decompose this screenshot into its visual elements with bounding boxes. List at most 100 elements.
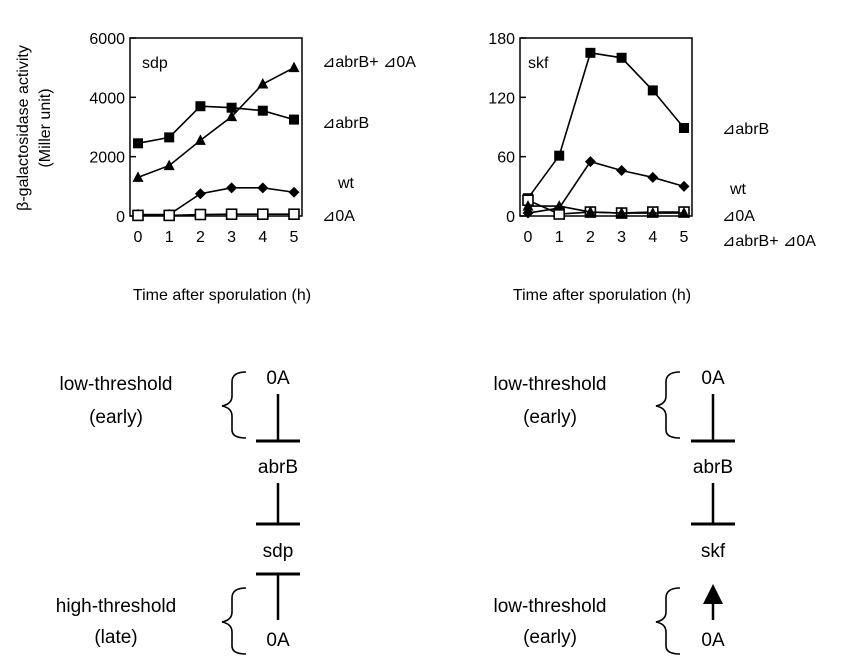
sdp-series-1-point <box>195 101 206 112</box>
sdp-series-3-point <box>225 208 238 221</box>
sdp-series-2-line <box>138 187 295 216</box>
sdp-plot-frame <box>129 37 303 217</box>
skf-node-bottom: 0A <box>701 630 725 651</box>
skf-series-0-point <box>554 150 565 161</box>
sdp-top-brace-label-2: (early) <box>89 407 143 428</box>
skf-xtick-label: 2 <box>586 229 595 246</box>
skf-ytick-label: 180 <box>488 31 515 48</box>
skf-top-brace <box>655 371 681 439</box>
sdp-series-0-point <box>257 77 269 89</box>
sdp-series-0-point <box>226 110 238 122</box>
sdp-node-top: 0A <box>266 368 290 389</box>
sdp-xtick-label: 2 <box>196 229 205 246</box>
sdp-series-1-point <box>289 114 299 125</box>
skf-series-1-point <box>647 171 659 183</box>
sdp-series-3-point <box>288 208 300 221</box>
skf-top-brace-label-1: low-threshold <box>494 374 607 395</box>
sdp-regulation-diagram: low-threshold (early) 0A abrB sdp high-t… <box>56 368 300 655</box>
skf-series-0-point <box>616 52 627 63</box>
sdp-series-0-point <box>132 171 144 182</box>
ylabel-line2: (Miller unit) <box>37 88 54 167</box>
sdp-series-0-point <box>288 61 300 73</box>
sdp-xtick-label: 5 <box>290 229 299 246</box>
skf-xtick-label: 0 <box>524 229 533 246</box>
sdp-ytick-label: 0 <box>116 209 125 226</box>
sdp-xtick-label: 0 <box>134 229 143 246</box>
skf-series-0-line <box>527 51 685 199</box>
skf-ytick-label: 60 <box>497 150 515 167</box>
skf-series-3-line <box>528 205 684 214</box>
skf-legend-wt: wt <box>729 181 747 198</box>
sdp-series-2-point <box>226 182 238 194</box>
skf-xlabel: Time after sporulation (h) <box>513 287 691 304</box>
skf-ytick-label: 0 <box>506 209 515 226</box>
skf-activation-arrowhead <box>703 584 723 604</box>
skf-panel-label: skf <box>528 55 549 72</box>
skf-node-mid: abrB <box>693 457 733 478</box>
skf-node-target: skf <box>701 541 726 562</box>
sdp-legend-abrB-0A: ⊿abrB+ ⊿0A <box>322 54 416 71</box>
sdp-bottom-brace-label-2: (late) <box>94 627 137 648</box>
skf-chart: skf Time after sporulation (h) 060120180… <box>488 31 816 304</box>
sdp-bottom-brace-label-1: high-threshold <box>56 596 176 617</box>
sdp-series-0-point <box>194 134 206 145</box>
sdp-series-0-point <box>163 159 175 171</box>
sdp-top-brace-label-1: low-threshold <box>60 374 173 395</box>
sdp-top-brace <box>221 371 247 439</box>
skf-ytick-label: 120 <box>488 90 515 107</box>
skf-xtick-label: 1 <box>555 229 564 246</box>
sdp-xlabel: Time after sporulation (h) <box>133 287 311 304</box>
skf-series-3-point <box>678 207 690 218</box>
sdp-xtick-label: 4 <box>258 229 267 246</box>
skf-bottom-brace <box>655 587 681 655</box>
skf-series-1-point <box>584 156 596 168</box>
sdp-legend-0A: ⊿0A <box>322 208 355 225</box>
sdp-xtick-label: 1 <box>165 229 174 246</box>
sdp-legend-wt: wt <box>337 175 355 192</box>
sdp-node-target: sdp <box>263 541 294 562</box>
sdp-series-1-line <box>137 105 295 145</box>
ylabel-line1: β-galactosidase activity <box>15 45 32 211</box>
sdp-series-3-point <box>194 208 207 221</box>
skf-series-0-point <box>647 85 658 96</box>
skf-regulation-diagram: low-threshold (early) 0A abrB skf low-th… <box>494 368 735 655</box>
skf-series-3-point <box>616 207 628 218</box>
sdp-series-2-point <box>194 188 206 200</box>
sdp-xtick-label: 3 <box>227 229 236 246</box>
skf-node-top: 0A <box>701 368 725 389</box>
sdp-series-3-point <box>256 208 269 221</box>
sdp-node-bottom: 0A <box>266 630 290 651</box>
sdp-ytick-label: 2000 <box>89 150 125 167</box>
skf-xtick-label: 5 <box>680 229 689 246</box>
skf-series-3-point <box>647 207 659 218</box>
sdp-panel-label: sdp <box>142 55 168 72</box>
sdp-ytick-label: 4000 <box>89 90 125 107</box>
sdp-series-1-point <box>164 132 175 143</box>
sdp-bottom-brace <box>221 587 247 655</box>
sdp-series-2-point <box>257 182 269 194</box>
skf-series-0-point <box>679 122 689 133</box>
skf-series-0-point <box>585 47 596 58</box>
sdp-series-2-point <box>288 186 300 198</box>
skf-series-1-point <box>616 165 628 177</box>
sdp-chart: sdp Time after sporulation (h) 0 2000 4000… <box>89 31 416 304</box>
skf-xtick-label: 4 <box>648 229 657 246</box>
sdp-ytick-label: 6000 <box>89 31 125 48</box>
skf-series-3-point <box>584 206 596 217</box>
sdp-series-1-point <box>226 102 237 113</box>
skf-series-1-point <box>678 180 690 192</box>
skf-top-brace-label-2: (early) <box>523 407 577 428</box>
sdp-series-1-point <box>257 105 268 116</box>
skf-series-3-point <box>522 200 534 211</box>
skf-xtick-label: 3 <box>617 229 626 246</box>
skf-plot-frame <box>519 37 693 217</box>
skf-legend-abrB: ⊿abrB <box>722 121 769 138</box>
skf-bottom-brace-label-1: low-threshold <box>494 596 607 617</box>
skf-legend-abrB-0A: ⊿abrB+ ⊿0A <box>722 233 816 250</box>
sdp-node-mid: abrB <box>258 457 298 478</box>
skf-series-3-point <box>553 200 565 211</box>
sdp-series-3-point <box>163 209 175 222</box>
sdp-series-0-line <box>137 66 295 179</box>
skf-legend-0A: ⊿0A <box>722 208 755 225</box>
